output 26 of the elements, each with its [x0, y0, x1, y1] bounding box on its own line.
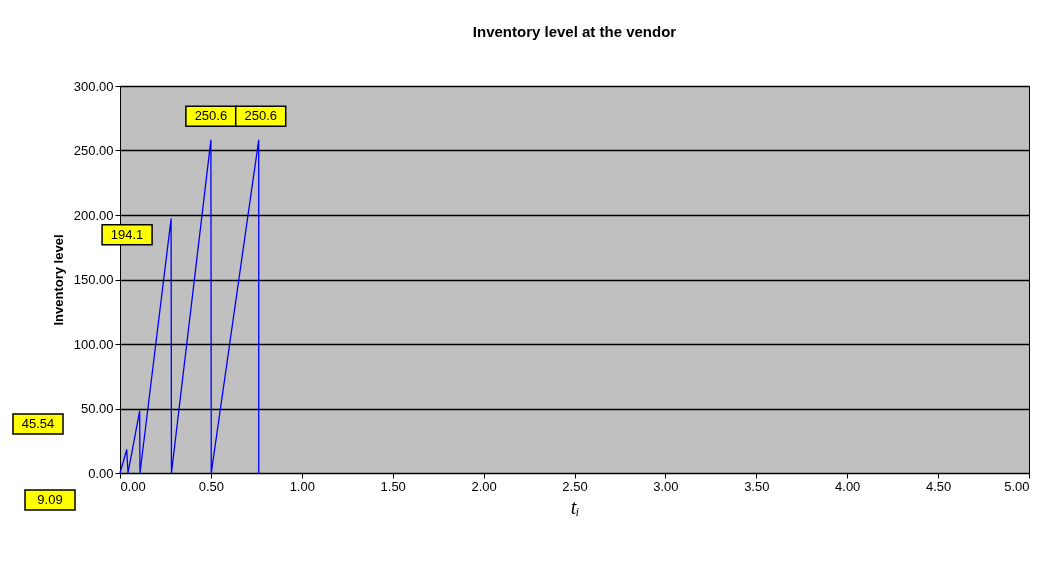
- x-tick-label: 3.00: [653, 478, 679, 494]
- chart-title: Inventory level at the vendor: [472, 23, 677, 40]
- y-axis-title: Inventory level: [50, 234, 66, 326]
- x-tick-label: 4.50: [925, 478, 952, 494]
- y-tick-label: 100.00: [73, 336, 114, 352]
- y-tick-label: 50.00: [80, 401, 114, 416]
- y-tick-label: 300.00: [73, 78, 114, 94]
- annotation: 194.1: [110, 226, 144, 242]
- x-tick-label: 0.00: [120, 478, 146, 494]
- y-tick-label: 0.00: [88, 465, 114, 481]
- x-tick-label: 1.00: [289, 478, 315, 494]
- y-tick-label: 150.00: [73, 272, 114, 287]
- annotation: 250.6: [244, 108, 277, 124]
- x-tick-label: 5.00: [1004, 478, 1030, 494]
- text: 9.09: [37, 492, 63, 507]
- x-tick-label: 2.00: [471, 478, 497, 494]
- x-axis-title: tᵢ: [570, 495, 580, 518]
- x-tick-label: 1.50: [380, 478, 406, 494]
- x-tick-label: 3.50: [744, 478, 770, 494]
- annotation: 250.6: [194, 108, 228, 124]
- x-tick-label: 2.50: [562, 478, 588, 494]
- text: 45.54: [21, 416, 55, 431]
- x-tick-label: 4.00: [835, 478, 861, 494]
- y-tick-label: 200.00: [73, 207, 114, 223]
- y-tick-label: 250.00: [73, 143, 114, 158]
- x-tick-label: 0.50: [198, 478, 225, 494]
